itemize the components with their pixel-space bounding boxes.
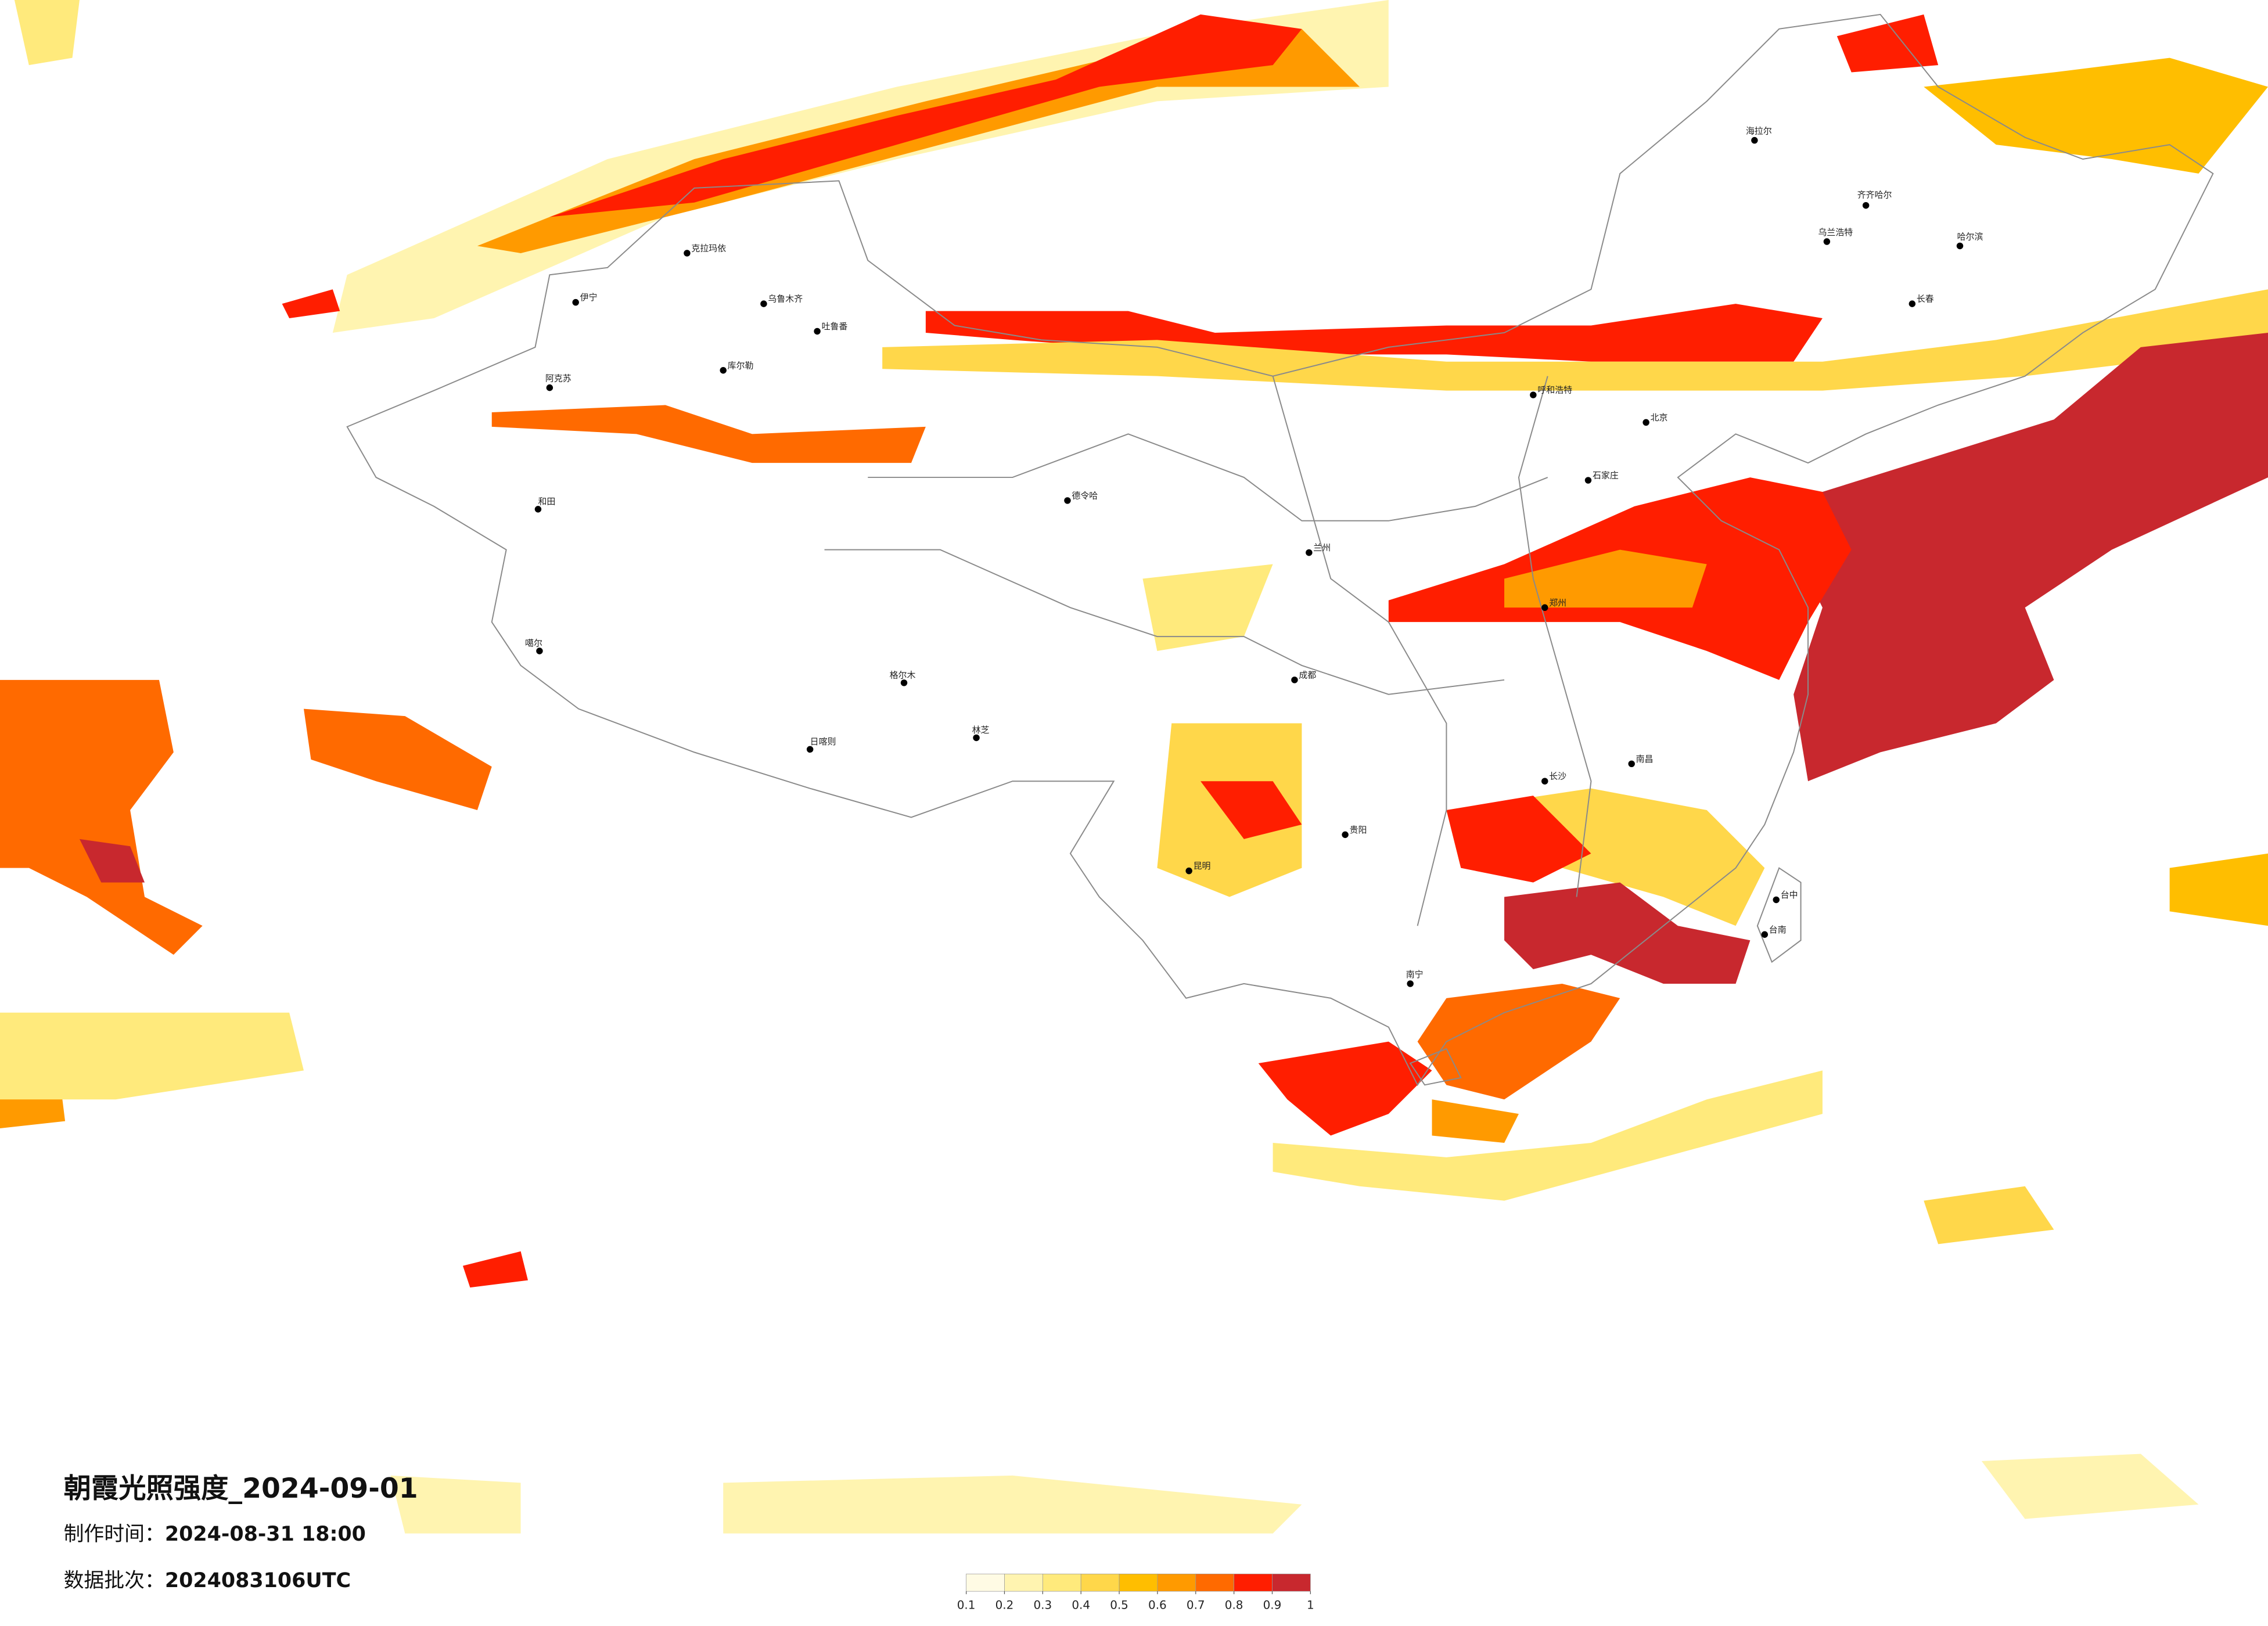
colorbar-segment bbox=[1234, 1573, 1273, 1592]
colorbar-segment bbox=[1195, 1573, 1234, 1592]
colorbar-tick-label: 0.1 bbox=[957, 1599, 976, 1612]
colorbar-tick-label: 0.8 bbox=[1225, 1599, 1243, 1612]
city-label: 贵阳 bbox=[1350, 825, 1367, 835]
city: 贵阳 bbox=[1342, 825, 1367, 839]
city-label: 吐鲁番 bbox=[822, 321, 848, 332]
colorbar-segment bbox=[1080, 1573, 1120, 1592]
city-label: 乌兰浩特 bbox=[1818, 227, 1853, 238]
city: 阿克苏 bbox=[545, 373, 572, 391]
city: 昆明 bbox=[1185, 861, 1211, 875]
colorbar-tick-label: 0.9 bbox=[1263, 1599, 1282, 1612]
colorbar-tick-label: 0.4 bbox=[1072, 1599, 1090, 1612]
city: 林芝 bbox=[972, 725, 990, 742]
city: 库尔勒 bbox=[720, 360, 754, 374]
city-label: 台南 bbox=[1769, 924, 1787, 935]
city-label: 南宁 bbox=[1406, 969, 1424, 980]
heat-layer bbox=[0, 0, 2268, 1534]
city-label: 噶尔 bbox=[525, 638, 542, 649]
city-label: 台中 bbox=[1781, 890, 1798, 900]
production-line: 制作时间：2024-08-31 18:00 bbox=[64, 1523, 366, 1546]
city-label: 呼和浩特 bbox=[1537, 385, 1572, 395]
colorbar-tick-label: 0.5 bbox=[1110, 1599, 1128, 1612]
colorbar-tick-label: 0.6 bbox=[1148, 1599, 1167, 1612]
colorbar-segment bbox=[1157, 1573, 1196, 1592]
boundaries bbox=[346, 13, 2214, 1087]
colorbar-tick-label: 0.3 bbox=[1033, 1599, 1052, 1612]
city: 长沙 bbox=[1541, 771, 1566, 785]
colorbar-segment bbox=[1004, 1573, 1043, 1592]
colorbar-segment bbox=[1119, 1573, 1158, 1592]
batch-line: 数据批次：2024083106UTC bbox=[64, 1569, 351, 1592]
city-label: 昆明 bbox=[1194, 861, 1211, 871]
city-label: 成都 bbox=[1299, 670, 1316, 680]
city: 哈尔滨 bbox=[1956, 232, 1983, 250]
city-label: 海拉尔 bbox=[1746, 126, 1772, 136]
city: 齐齐哈尔 bbox=[1857, 189, 1892, 209]
city-label: 兰州 bbox=[1313, 542, 1331, 553]
city-label: 石家庄 bbox=[1593, 470, 1619, 481]
city: 南昌 bbox=[1628, 754, 1654, 768]
city-label: 阿克苏 bbox=[545, 373, 572, 384]
city: 伊宁 bbox=[572, 292, 598, 306]
colorbar-segment bbox=[966, 1573, 1005, 1592]
city-label: 乌鲁木齐 bbox=[768, 294, 803, 304]
city: 呼和浩特 bbox=[1530, 385, 1572, 398]
city-label: 北京 bbox=[1651, 412, 1668, 423]
city-label: 哈尔滨 bbox=[1957, 232, 1983, 242]
colorbar-segment bbox=[1042, 1573, 1081, 1592]
city: 克拉玛依 bbox=[684, 243, 726, 257]
city: 兰州 bbox=[1306, 542, 1331, 556]
city-label: 德令哈 bbox=[1072, 490, 1098, 501]
colorbar-segment bbox=[1272, 1573, 1311, 1592]
colorbar-tick-label: 0.2 bbox=[995, 1599, 1014, 1612]
city: 台南 bbox=[1761, 924, 1787, 938]
city-label: 伊宁 bbox=[580, 292, 598, 303]
city-label: 格尔木 bbox=[890, 670, 916, 680]
city: 乌鲁木齐 bbox=[760, 294, 803, 307]
city: 台中 bbox=[1773, 890, 1798, 904]
city-label: 日喀则 bbox=[810, 736, 836, 747]
colorbar: 0.1 0.2 0.3 0.4 0.5 0.6 0.7 0.8 0.9 1 bbox=[957, 1573, 1314, 1612]
city-label: 齐齐哈尔 bbox=[1857, 189, 1892, 200]
city-label: 和田 bbox=[538, 496, 555, 506]
city-label: 克拉玛依 bbox=[691, 243, 726, 253]
city: 长春 bbox=[1908, 294, 1934, 307]
colorbar-tick-label: 0.7 bbox=[1187, 1599, 1205, 1612]
city: 德令哈 bbox=[1064, 490, 1098, 504]
city: 日喀则 bbox=[806, 736, 836, 753]
city-label: 长春 bbox=[1917, 294, 1934, 304]
city: 成都 bbox=[1291, 670, 1316, 684]
city: 北京 bbox=[1642, 412, 1667, 426]
city-layer: 克拉玛依 乌鲁木齐 吐鲁番 伊宁 库尔勒 阿克苏 和田 噶尔 日喀则 林芝 格尔… bbox=[525, 126, 1983, 987]
city-label: 郑州 bbox=[1549, 598, 1566, 608]
batch-label: 数据批次： bbox=[64, 1569, 165, 1592]
city: 噶尔 bbox=[525, 638, 543, 654]
batch-value: 2024083106UTC bbox=[165, 1569, 351, 1592]
colorbar-tick-label: 1 bbox=[1307, 1599, 1314, 1612]
city: 乌兰浩特 bbox=[1818, 227, 1853, 245]
city: 海拉尔 bbox=[1746, 126, 1772, 144]
city: 和田 bbox=[534, 496, 555, 513]
city: 郑州 bbox=[1541, 598, 1566, 611]
production-time: 2024-08-31 18:00 bbox=[165, 1523, 366, 1546]
city-label: 林芝 bbox=[972, 725, 990, 735]
city-label: 库尔勒 bbox=[728, 360, 754, 370]
production-label: 制作时间： bbox=[64, 1523, 165, 1546]
city: 南宁 bbox=[1406, 969, 1424, 987]
title: 朝霞光照强度_2024-09-01 bbox=[64, 1473, 418, 1505]
city: 格尔木 bbox=[890, 670, 916, 686]
city-label: 长沙 bbox=[1549, 771, 1566, 782]
city-label: 南昌 bbox=[1636, 754, 1654, 764]
city: 吐鲁番 bbox=[814, 321, 848, 335]
city: 石家庄 bbox=[1584, 470, 1619, 484]
